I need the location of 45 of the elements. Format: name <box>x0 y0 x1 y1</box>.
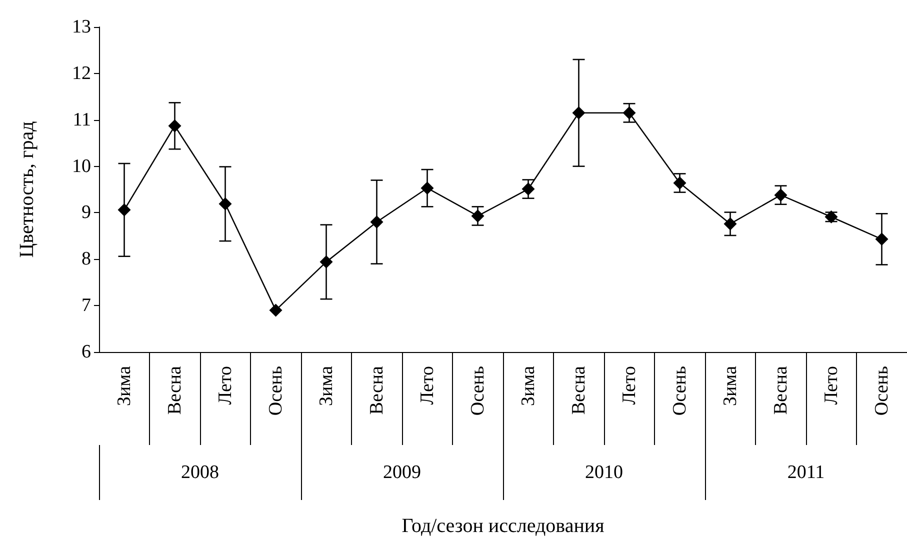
y-tick-label: 9 <box>82 202 91 224</box>
point <box>370 216 384 228</box>
y-tick-label: 10 <box>72 156 91 177</box>
x-tick-label: Лето <box>820 366 842 405</box>
x-tick-label: Весна <box>770 365 792 415</box>
x-tick-label: Зима <box>720 365 741 406</box>
x-tick-label: Весна <box>164 365 186 415</box>
text: 2011 <box>787 462 825 483</box>
y-tick-label: 8 <box>82 248 91 270</box>
point <box>471 209 484 222</box>
point <box>168 119 182 132</box>
point <box>320 255 333 268</box>
text: 2010 <box>585 462 623 483</box>
y-tick-label: 12 <box>72 62 91 84</box>
text: 2009 <box>383 462 421 483</box>
x-axis-title: Год/сезон исследования <box>402 515 604 537</box>
x-tick-label: Осень <box>871 366 892 416</box>
x-tick-label: Осень <box>265 366 286 416</box>
x-tick-label: Весна <box>366 365 388 415</box>
point <box>622 106 636 120</box>
point <box>724 217 737 230</box>
x-tick-label: Зима <box>316 365 337 406</box>
point <box>269 304 282 317</box>
x-tick-label: Весна <box>568 365 590 415</box>
x-tick-label: Осень <box>467 366 488 416</box>
point <box>572 106 586 120</box>
point <box>218 197 232 210</box>
point <box>875 232 888 246</box>
point <box>420 182 434 195</box>
x-tick-label: Лето <box>214 366 236 405</box>
point <box>774 188 788 202</box>
y-tick-label: 7 <box>82 295 91 316</box>
point <box>673 176 686 190</box>
point <box>522 182 535 196</box>
x-tick-label: Лето <box>416 366 438 405</box>
text: 2008 <box>181 462 219 483</box>
y-tick-label: 11 <box>72 109 91 130</box>
x-tick-label: Лето <box>618 366 640 405</box>
x-tick-label: Зима <box>518 365 539 406</box>
x-tick-label: Зима <box>114 365 135 406</box>
x-tick-label: Осень <box>669 366 690 416</box>
point <box>118 203 131 216</box>
y-axis-title: Цветность, град <box>16 121 38 258</box>
y-tick-label: 6 <box>82 342 91 362</box>
y-tick-label: 13 <box>72 16 91 38</box>
